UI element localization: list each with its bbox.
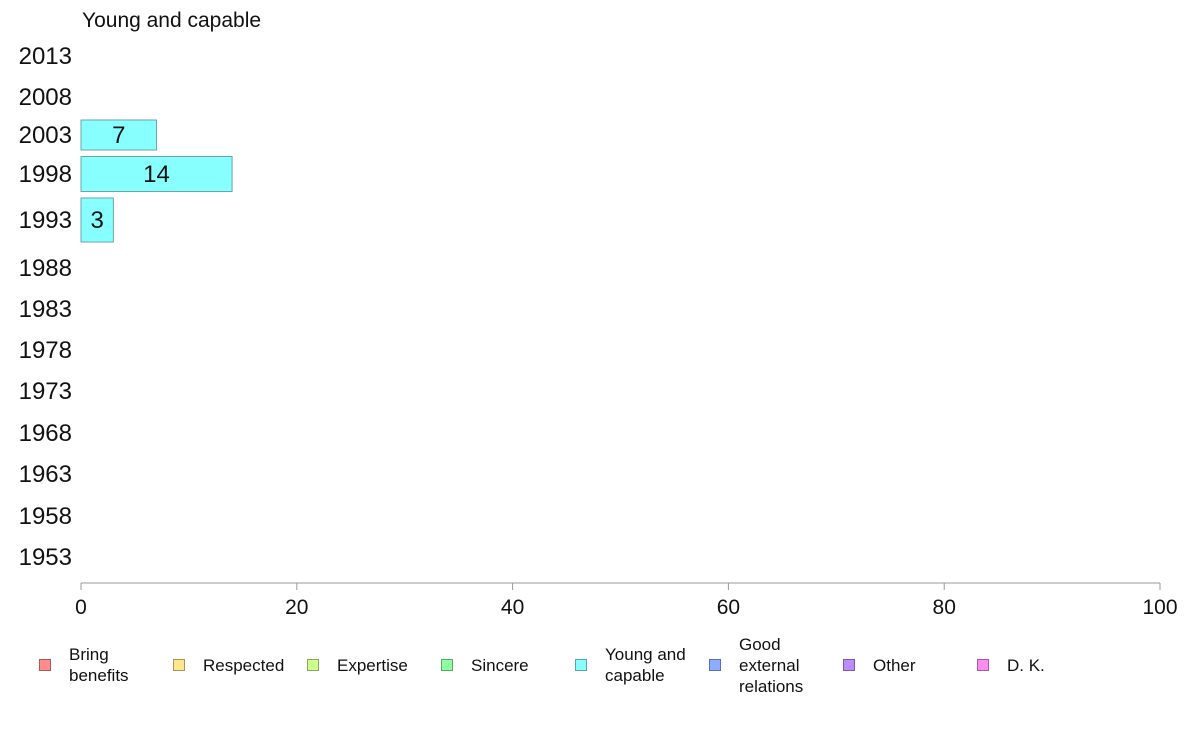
bar-chart: Young and capable 2013200820031998199319…: [19, 9, 1178, 619]
legend-item: Expertise: [307, 630, 447, 700]
bar: [80, 156, 233, 192]
legend-swatch: [441, 659, 453, 671]
legend-swatch: [843, 659, 855, 671]
y-tick-label: 1983: [19, 296, 72, 323]
bar: [80, 197, 114, 243]
x-axis: 0 20 40 60 80 100: [75, 582, 1178, 619]
legend-item: Sincere: [441, 630, 581, 700]
legend-swatch: [307, 659, 319, 671]
legend-label: Young and capable: [605, 645, 686, 685]
legend-label: Other: [873, 655, 916, 675]
y-tick-label: 1973: [19, 378, 72, 405]
x-tick-label: 100: [1142, 596, 1177, 619]
legend-label: Sincere: [471, 655, 529, 675]
legend-swatch: [709, 659, 721, 671]
x-tick-label: 20: [285, 596, 308, 619]
legend-label: D. K.: [1007, 655, 1045, 675]
y-tick-label: 1998: [19, 161, 72, 188]
y-tick-label: 2008: [19, 84, 72, 111]
y-tick-label: 1958: [19, 503, 72, 530]
x-tick-label: 0: [75, 596, 87, 619]
legend-item: Good external relations: [709, 630, 849, 700]
legend: Bring benefits Respected Expertise Sincere Y…: [0, 630, 1188, 700]
y-tick-label: 1953: [19, 544, 72, 571]
bars: [80, 119, 233, 243]
legend-label: Bring benefits: [69, 645, 129, 685]
y-tick-label: 1968: [19, 420, 72, 447]
y-tick-label: 1993: [19, 207, 72, 234]
x-tick-label: 80: [933, 596, 956, 619]
legend-label: Respected: [203, 655, 285, 675]
legend-label: Expertise: [337, 655, 408, 675]
x-tick-label: 60: [717, 596, 740, 619]
bar: [80, 119, 158, 151]
legend-item: Young and capable: [575, 630, 715, 700]
legend-swatch: [977, 659, 989, 671]
bar-value-label: 7: [112, 122, 125, 149]
legend-swatch: [39, 659, 51, 671]
bar-value-label: 14: [143, 161, 170, 188]
legend-item: Respected: [173, 630, 313, 700]
y-tick-label: 1988: [19, 255, 72, 282]
y-axis-labels: 2013 2008 2003 1998 1993 1988 1983 1978 1973 1968…: [19, 43, 72, 571]
legend-item: Bring benefits: [39, 630, 179, 700]
legend-swatch: [575, 659, 587, 671]
chart-title: Young and capable: [82, 9, 261, 32]
bar-labels: 7 14 3: [91, 122, 170, 234]
y-tick-label: 1963: [19, 461, 72, 488]
bar-value-label: 3: [91, 207, 104, 234]
y-tick-label: 1978: [19, 337, 72, 364]
legend-label: Good external relations: [739, 634, 804, 696]
legend-item: D. K.: [977, 630, 1117, 700]
x-tick-label: 40: [501, 596, 524, 619]
legend-item: Other: [843, 630, 983, 700]
legend-swatch: [173, 659, 185, 671]
y-tick-label: 2003: [19, 122, 72, 149]
y-tick-label: 2013: [19, 43, 72, 70]
